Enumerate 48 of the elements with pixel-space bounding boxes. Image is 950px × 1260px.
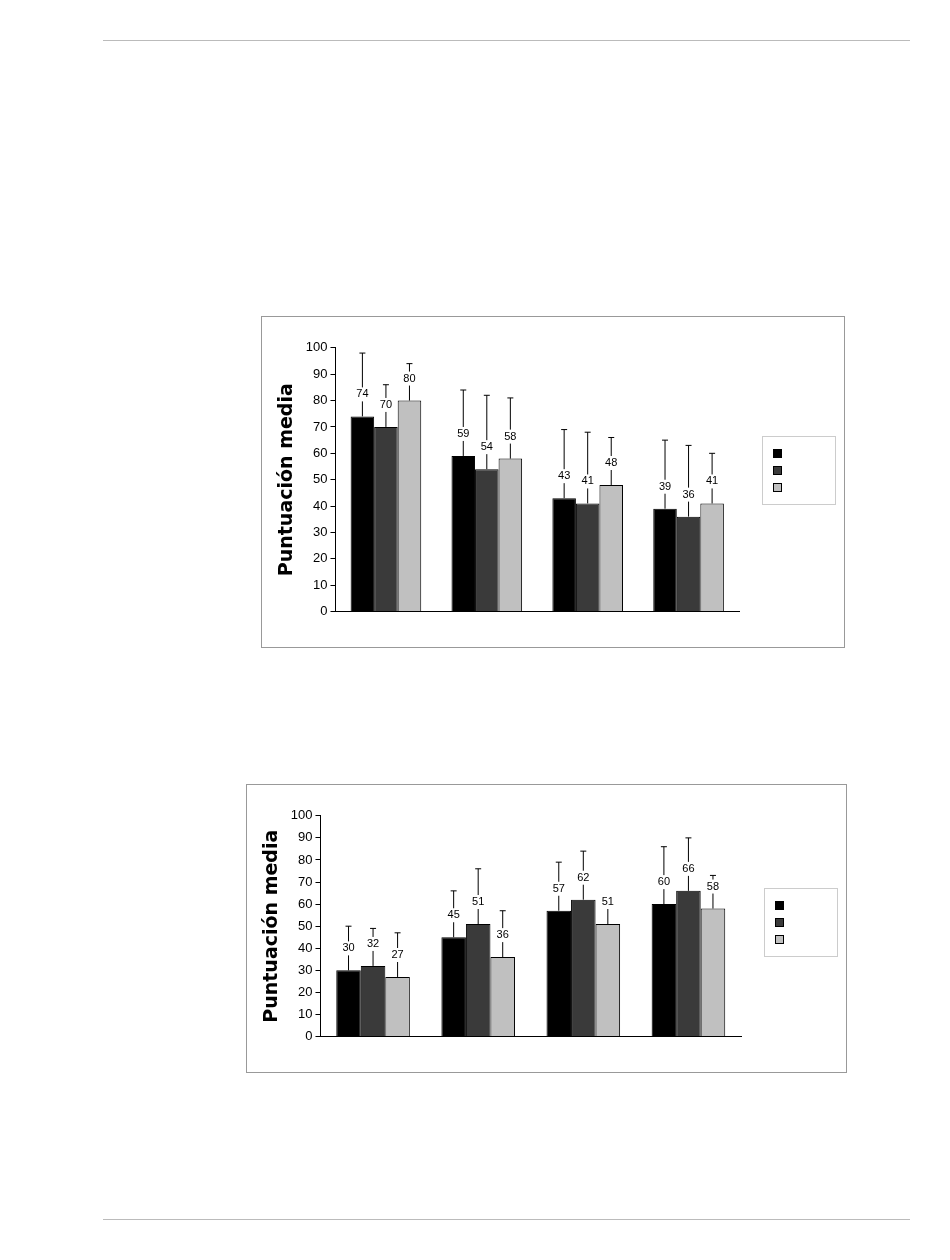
data-label: 32 [366,936,380,949]
y-tick-label: 30 [298,961,313,977]
data-label: 58 [504,429,517,442]
y-tick-label: 20 [298,984,313,1000]
data-label: 57 [552,881,565,894]
y-axis-title: Puntuación media [259,829,282,1023]
y-tick-label: 90 [313,365,328,381]
y-tick-label: 100 [305,339,328,355]
y-tick-label: 80 [298,851,313,867]
data-label: 51 [601,895,614,908]
y-tick-label: 40 [298,939,313,955]
y-tick-label: 50 [313,471,328,487]
data-label: 30 [342,941,355,954]
y-tick-label: 60 [313,444,328,460]
y-tick-label: 70 [313,418,328,434]
data-label: 51 [472,895,485,908]
y-tick-label: 0 [305,1028,313,1044]
data-label: 58 [706,879,720,892]
data-label: 39 [658,479,672,492]
data-label: 48 [605,456,618,469]
data-label: 54 [480,440,493,453]
data-label: 74 [356,387,369,400]
y-axis-title: Puntuación media [274,383,297,577]
data-label: 41 [705,474,719,487]
y-tick-label: 40 [313,497,328,513]
y-tick-label: 0 [320,603,328,619]
data-label: 62 [577,870,590,883]
y-tick-label: 80 [313,392,328,408]
data-label: 27 [391,948,404,961]
data-label: 80 [403,371,416,384]
y-tick-label: 30 [313,524,328,540]
data-label: 60 [657,875,671,888]
y-tick-label: 10 [313,576,328,592]
data-label: 36 [682,487,695,500]
data-label: 36 [496,928,509,941]
data-label: 66 [682,861,695,874]
y-tick-label: 10 [298,1006,313,1022]
data-label: 43 [558,469,571,482]
data-label: 59 [457,426,470,439]
y-tick-label: 50 [298,917,313,933]
data-label: 45 [447,908,460,921]
y-tick-label: 60 [298,895,313,911]
data-label: 41 [581,474,594,487]
y-tick-label: 100 [290,807,313,823]
y-tick-label: 90 [298,829,313,845]
data-label: 70 [379,397,393,410]
y-tick-label: 20 [313,550,328,566]
y-tick-label: 70 [298,873,313,889]
